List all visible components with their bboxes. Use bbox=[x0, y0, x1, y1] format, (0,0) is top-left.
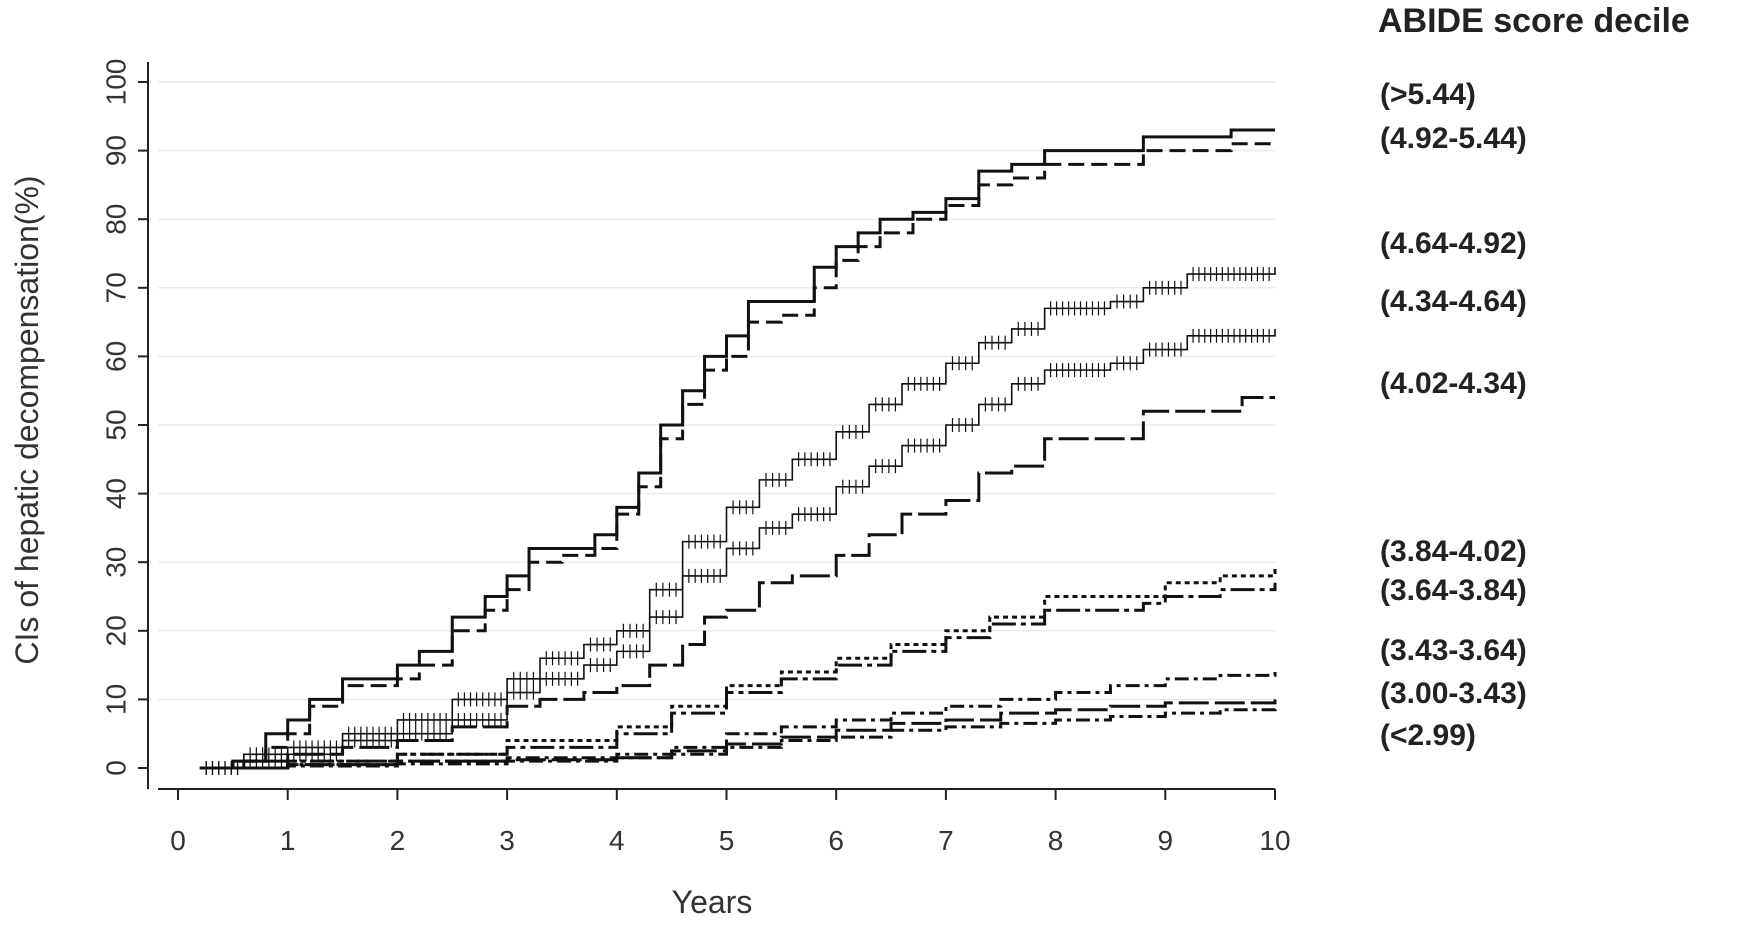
y-axis-ticks: 0 10 20 30 40 50 60 70 80 90 100 bbox=[100, 59, 148, 776]
y-tick-label: 80 bbox=[100, 204, 131, 235]
series-lines bbox=[199, 128, 1277, 775]
y-tick-label: 30 bbox=[100, 547, 131, 578]
y-tick-label: 0 bbox=[100, 760, 131, 776]
legend-label: (>5.44) bbox=[1380, 78, 1476, 111]
y-tick-label: 100 bbox=[100, 59, 131, 106]
series-line bbox=[199, 706, 1277, 770]
series-line bbox=[199, 396, 1275, 770]
x-tick-label: 5 bbox=[719, 825, 735, 856]
y-tick-label: 10 bbox=[100, 684, 131, 715]
legend-label: (4.64-4.92) bbox=[1380, 227, 1527, 260]
legend-label: (3.00-3.43) bbox=[1380, 677, 1527, 710]
x-tick-label: 3 bbox=[499, 825, 515, 856]
legend-label: (3.64-3.84) bbox=[1380, 574, 1527, 607]
x-tick-label: 6 bbox=[828, 825, 844, 856]
x-tick-label: 2 bbox=[390, 825, 406, 856]
legend-label: (4.92-5.44) bbox=[1380, 122, 1527, 155]
series-line bbox=[199, 267, 1276, 769]
series-line bbox=[199, 569, 1277, 770]
series-line bbox=[199, 142, 1275, 770]
x-tick-label: 0 bbox=[170, 825, 186, 856]
legend-title: ABIDE score decile bbox=[1378, 2, 1690, 40]
series-line bbox=[199, 582, 1277, 770]
y-tick-label: 70 bbox=[100, 272, 131, 303]
x-axis-ticks: 0 1 2 3 4 5 6 7 8 9 10 bbox=[170, 789, 1291, 856]
legend-label: (3.43-3.64) bbox=[1380, 634, 1527, 667]
grid-lines bbox=[158, 81, 1275, 701]
x-tick-label: 9 bbox=[1158, 825, 1174, 856]
y-tick-label: 60 bbox=[100, 341, 131, 372]
legend-label: (4.02-4.34) bbox=[1380, 367, 1527, 400]
x-tick-label: 4 bbox=[609, 825, 625, 856]
legend: (>5.44) (4.92-5.44) (4.64-4.92) (4.34-4.64)… bbox=[1380, 78, 1527, 752]
series-line bbox=[199, 128, 1275, 770]
x-tick-label: 8 bbox=[1048, 825, 1064, 856]
x-axis-title: Years bbox=[672, 884, 753, 920]
x-tick-label: 7 bbox=[938, 825, 954, 856]
legend-label: (<2.99) bbox=[1380, 719, 1476, 752]
x-tick-label: 1 bbox=[280, 825, 296, 856]
y-tick-label: 20 bbox=[100, 615, 131, 646]
y-tick-label: 50 bbox=[100, 409, 131, 440]
legend-label: (4.34-4.64) bbox=[1380, 285, 1527, 318]
legend-label: (3.84-4.02) bbox=[1380, 535, 1527, 568]
y-tick-label: 90 bbox=[100, 135, 131, 166]
y-tick-label: 40 bbox=[100, 478, 131, 509]
y-axis-title: CIs of hepatic decompensation(%) bbox=[9, 175, 45, 664]
x-tick-label: 10 bbox=[1259, 825, 1290, 856]
series-line bbox=[199, 328, 1276, 769]
